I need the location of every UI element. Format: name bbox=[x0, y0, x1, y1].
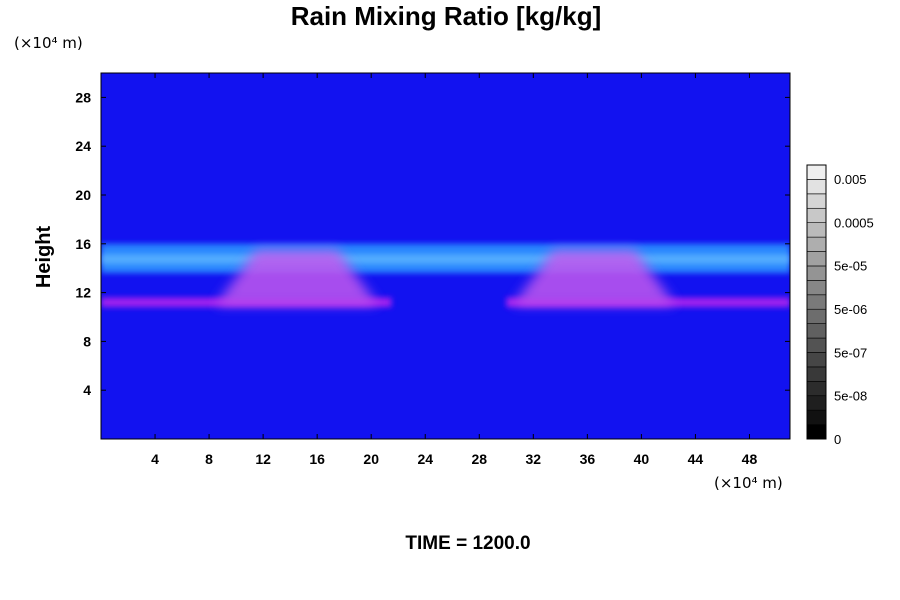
field-band-highlight-0 bbox=[101, 254, 790, 265]
colorbar-segment bbox=[806, 323, 827, 339]
time-label: TIME = 1200.0 bbox=[405, 533, 530, 554]
x-tick-label: 36 bbox=[580, 451, 596, 467]
colorbar-segment bbox=[806, 193, 827, 209]
colorbar-segment bbox=[806, 395, 827, 411]
colorbar-tick-label: 5e-06 bbox=[834, 302, 867, 317]
colorbar-segment bbox=[806, 222, 827, 238]
y-tick-label: 8 bbox=[83, 333, 91, 349]
y-axis-label: Height bbox=[33, 226, 55, 289]
field-features bbox=[101, 243, 790, 308]
x-tick-label: 44 bbox=[688, 451, 704, 467]
x-tick-label: 48 bbox=[742, 451, 758, 467]
chart-title: Rain Mixing Ratio [kg/kg] bbox=[291, 1, 602, 31]
x-tick-label: 40 bbox=[634, 451, 650, 467]
y-tick-label: 20 bbox=[75, 187, 91, 203]
colorbar-segment bbox=[806, 381, 827, 397]
colorbar-segment bbox=[806, 207, 827, 223]
colorbar-tick-label: 0.0005 bbox=[834, 215, 874, 230]
x-tick-label: 32 bbox=[526, 451, 542, 467]
colorbar: 0.005 0.0005 5e-05 5e-06 5e-07 5e-08 0 bbox=[806, 164, 874, 447]
colorbar-tick-label: 5e-05 bbox=[834, 259, 867, 274]
y-tick-label: 28 bbox=[75, 89, 91, 105]
colorbar-segment bbox=[806, 265, 827, 281]
y-unit-label: (×10⁴ m) bbox=[14, 34, 83, 52]
colorbar-tick-label: 5e-08 bbox=[834, 389, 867, 404]
x-tick-label: 28 bbox=[471, 451, 487, 467]
colorbar-frame bbox=[806, 164, 827, 440]
colorbar-tick-label: 0 bbox=[834, 432, 841, 447]
y-tick-label: 16 bbox=[75, 236, 91, 252]
x-tick-label: 12 bbox=[255, 451, 271, 467]
y-tick-label: 12 bbox=[75, 285, 91, 301]
colorbar-segment bbox=[806, 409, 827, 425]
x-axis: 4 8 12 16 20 24 28 32 36 40 44 48 bbox=[151, 73, 757, 467]
colorbar-segment bbox=[806, 280, 827, 296]
x-tick-label: 24 bbox=[417, 451, 433, 467]
colorbar-tick-label: 5e-07 bbox=[834, 345, 867, 360]
colorbar-segment bbox=[806, 352, 827, 368]
x-tick-label: 8 bbox=[205, 451, 213, 467]
plot-area bbox=[101, 73, 790, 439]
y-tick-label: 24 bbox=[75, 138, 91, 154]
plot-frame bbox=[100, 72, 791, 440]
colorbar-segment bbox=[806, 251, 827, 267]
colorbar-segment bbox=[806, 164, 827, 180]
y-tick-label: 4 bbox=[83, 382, 91, 398]
colorbar-segment bbox=[806, 236, 827, 252]
x-tick-label: 16 bbox=[309, 451, 325, 467]
field-plume-4 bbox=[513, 249, 676, 305]
colorbar-segment bbox=[806, 337, 827, 353]
colorbar-segment bbox=[806, 424, 827, 440]
x-unit-label: (×10⁴ m) bbox=[714, 474, 783, 492]
colorbar-tick-label: 0.005 bbox=[834, 172, 867, 187]
x-tick-label: 20 bbox=[363, 451, 379, 467]
colorbar-segment bbox=[806, 308, 827, 324]
x-tick-label: 4 bbox=[151, 451, 159, 467]
colorbar-segment bbox=[806, 294, 827, 310]
field-plume-3 bbox=[215, 249, 378, 305]
y-axis: 4 8 12 16 20 24 28 bbox=[75, 89, 790, 398]
colorbar-segment bbox=[806, 366, 827, 382]
colorbar-segment bbox=[806, 179, 827, 195]
